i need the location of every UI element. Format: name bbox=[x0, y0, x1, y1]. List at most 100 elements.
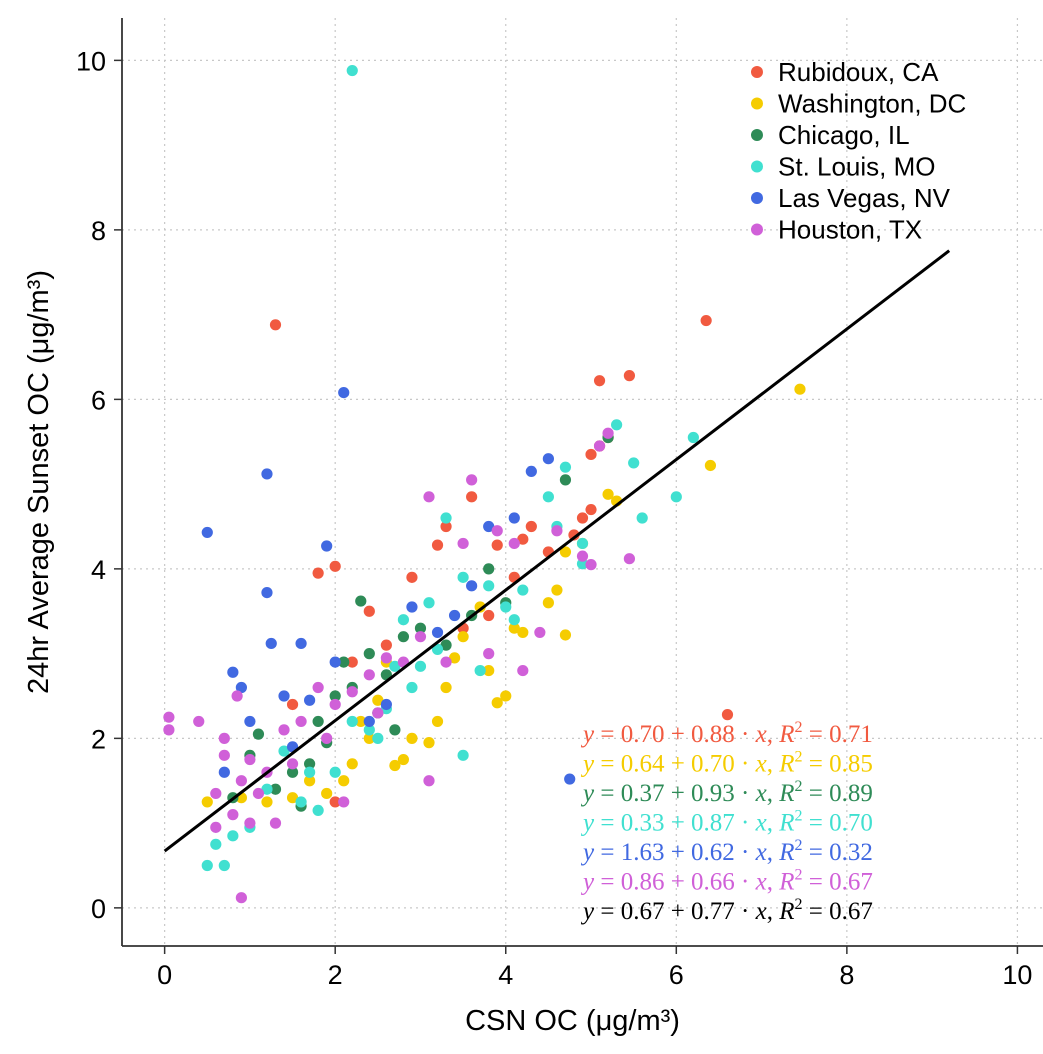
fit-line bbox=[163, 249, 951, 853]
data-point bbox=[466, 474, 478, 486]
data-point bbox=[423, 491, 435, 503]
data-point bbox=[508, 614, 520, 626]
data-point bbox=[602, 488, 614, 500]
equation-line: y = 0.64 + 0.70 · x, R2 = 0.85 bbox=[580, 749, 873, 778]
equation-lhs: y bbox=[580, 869, 595, 896]
data-point bbox=[338, 775, 350, 787]
x-axis-label: CSN OC (μg/m³) bbox=[465, 1005, 680, 1037]
data-point bbox=[286, 698, 299, 711]
data-point bbox=[397, 614, 410, 626]
data-point bbox=[431, 626, 444, 639]
data-point bbox=[602, 427, 614, 439]
data-point bbox=[414, 660, 427, 672]
data-point bbox=[329, 766, 341, 778]
data-point bbox=[252, 728, 265, 740]
data-point bbox=[551, 584, 563, 596]
data-point bbox=[210, 821, 222, 833]
data-point bbox=[440, 656, 452, 668]
data-point bbox=[491, 539, 503, 551]
data-point bbox=[542, 491, 554, 503]
data-point bbox=[457, 571, 469, 583]
equation-x: x bbox=[755, 780, 767, 807]
equation-x: x bbox=[755, 898, 767, 925]
data-point bbox=[525, 465, 537, 478]
data-point bbox=[261, 468, 273, 480]
data-point bbox=[517, 584, 529, 596]
data-point bbox=[576, 550, 589, 562]
data-point bbox=[568, 529, 580, 541]
equation-r2: = 0.71 bbox=[803, 721, 873, 748]
y-axis-label: 24hr Average Sunset OC (μg/m³) bbox=[23, 270, 55, 694]
data-point bbox=[227, 666, 239, 678]
data-point bbox=[670, 491, 682, 503]
equation-body: = 0.86 + 0.66 · bbox=[594, 869, 756, 896]
equation-r: R bbox=[778, 721, 794, 748]
equation-line: y = 0.37 + 0.93 · x, R2 = 0.89 bbox=[580, 778, 873, 807]
data-point bbox=[389, 724, 401, 736]
data-point bbox=[628, 457, 640, 469]
data-point bbox=[466, 491, 478, 503]
data-point bbox=[440, 520, 452, 533]
data-point bbox=[585, 559, 597, 571]
data-point bbox=[210, 787, 222, 800]
data-point bbox=[576, 512, 589, 524]
data-point bbox=[414, 631, 427, 643]
data-point bbox=[244, 817, 256, 829]
data-point bbox=[321, 732, 333, 744]
data-point bbox=[295, 715, 307, 728]
data-point bbox=[355, 595, 367, 607]
data-point bbox=[448, 652, 461, 664]
equation-lhs: y bbox=[580, 780, 595, 807]
data-point bbox=[406, 681, 418, 694]
equation-body: = 1.63 + 0.62 · bbox=[594, 839, 756, 866]
data-point bbox=[491, 525, 503, 537]
x-tick-label: 8 bbox=[839, 960, 854, 990]
legend-label: St. Louis, MO bbox=[778, 152, 936, 182]
data-point bbox=[406, 601, 418, 613]
data-point bbox=[304, 758, 316, 770]
data-point bbox=[380, 698, 392, 711]
data-point bbox=[623, 370, 636, 382]
equation-superscript: 2 bbox=[795, 896, 803, 913]
legend-marker bbox=[751, 160, 763, 173]
data-point bbox=[163, 711, 175, 723]
equation-r2: = 0.67 bbox=[803, 898, 873, 925]
grid-lines bbox=[122, 18, 1043, 946]
data-point bbox=[423, 737, 435, 749]
data-point bbox=[278, 745, 290, 757]
data-point bbox=[414, 622, 427, 634]
x-tick-label: 0 bbox=[157, 960, 172, 990]
data-point bbox=[517, 664, 529, 677]
data-point bbox=[286, 758, 299, 770]
data-point bbox=[559, 474, 572, 486]
data-point bbox=[210, 838, 222, 850]
data-point bbox=[363, 669, 375, 681]
data-point bbox=[338, 386, 350, 399]
equation-sep: , bbox=[767, 780, 780, 807]
data-point bbox=[700, 314, 712, 327]
y-tick-label: 8 bbox=[91, 216, 106, 246]
data-point bbox=[534, 626, 546, 639]
equation-superscript: 2 bbox=[795, 749, 803, 766]
y-tick-label: 0 bbox=[91, 894, 106, 924]
data-point bbox=[286, 792, 299, 804]
data-point bbox=[397, 753, 410, 766]
data-point bbox=[397, 631, 410, 643]
data-point bbox=[593, 375, 606, 387]
data-point bbox=[466, 580, 478, 592]
data-point bbox=[593, 440, 606, 452]
data-point bbox=[721, 709, 734, 721]
equation-line: y = 0.67 + 0.77 · x, R2 = 0.67 bbox=[580, 896, 873, 925]
equation-superscript: 2 bbox=[795, 719, 803, 736]
data-point bbox=[559, 629, 572, 641]
legend-label: Houston, TX bbox=[778, 215, 922, 245]
data-point bbox=[508, 537, 520, 550]
equation-sep: , bbox=[767, 751, 780, 778]
equation-line: y = 0.70 + 0.88 · x, R2 = 0.71 bbox=[580, 719, 873, 748]
y-tick-label: 6 bbox=[91, 385, 106, 415]
data-point bbox=[312, 681, 324, 694]
equation-sep: , bbox=[767, 869, 780, 896]
equation-x: x bbox=[755, 810, 767, 837]
equation-r: R bbox=[778, 869, 794, 896]
